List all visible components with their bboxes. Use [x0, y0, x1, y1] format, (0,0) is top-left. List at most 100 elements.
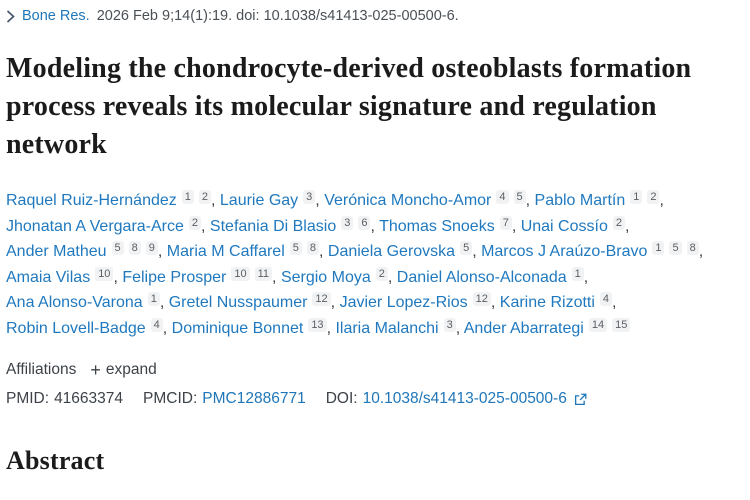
author-link[interactable]: Thomas Snoeks — [379, 217, 495, 235]
affiliation-number-badge[interactable]: 2 — [647, 190, 660, 204]
affiliation-number-badge[interactable]: 14 — [588, 317, 608, 332]
affiliation-number-badge[interactable]: 4 — [599, 292, 613, 306]
author-link[interactable]: Pablo Martín — [534, 192, 626, 209]
author-link[interactable]: Marcos J Araúzo-Bravo — [481, 243, 648, 260]
affiliation-number-badge[interactable]: 3 — [303, 190, 316, 204]
author: Ana Alonso-Varona 1 — [6, 292, 160, 311]
affiliation-number-badge[interactable]: 6 — [358, 215, 371, 230]
author-separator: , — [659, 192, 664, 209]
author: Dominique Bonnet 13 — [171, 317, 327, 337]
author: Stefania Di Blasio 3 6 — [209, 215, 371, 235]
affiliation-number-badge[interactable]: 10 — [231, 266, 250, 281]
author: Unai Cossío 2 — [520, 215, 625, 235]
author-link[interactable]: Dominique Bonnet — [171, 319, 304, 337]
affiliation-number-badge[interactable]: 4 — [150, 317, 163, 332]
author-separator: , — [472, 243, 482, 260]
author: Daniela Gerovska 5 — [327, 241, 473, 260]
expand-affiliations-button[interactable]: + expand — [90, 361, 156, 379]
author-separator: , — [612, 294, 617, 311]
affiliation-number-badge[interactable]: 5 — [289, 241, 302, 255]
affiliation-number-badge[interactable]: 8 — [306, 241, 319, 255]
doi-link[interactable]: 10.1038/s41413-025-00500-6 — [362, 390, 567, 407]
affiliations-row: Affiliations + expand — [6, 361, 740, 379]
author-separator: , — [319, 243, 328, 260]
author-link[interactable]: Daniela Gerovska — [327, 243, 456, 260]
author: Robin Lovell-Badge 4 — [6, 317, 163, 337]
author-separator: , — [698, 243, 704, 260]
affiliation-number-badge[interactable]: 3 — [341, 215, 354, 230]
affiliation-number-badge[interactable]: 3 — [443, 317, 456, 332]
author-link[interactable]: Ilaria Malanchi — [335, 319, 439, 337]
affiliation-number-badge[interactable]: 1 — [571, 266, 584, 281]
affiliation-number-badge[interactable]: 11 — [254, 266, 273, 281]
affiliation-number-badge[interactable]: 5 — [460, 241, 473, 255]
external-link-icon — [574, 393, 587, 406]
chevron-right-icon[interactable] — [6, 10, 15, 23]
author-separator: , — [511, 217, 521, 235]
affiliation-number-badge[interactable]: 1 — [652, 241, 665, 255]
author-link[interactable]: Ana Alonso-Varona — [6, 294, 143, 311]
author-separator: , — [159, 294, 169, 311]
author-link[interactable]: Ander Abarrategi — [463, 319, 584, 337]
affiliation-number-badge[interactable]: 8 — [686, 241, 699, 255]
affiliation-number-badge[interactable]: 2 — [188, 215, 202, 230]
doi-group: DOI: 10.1038/s41413-025-00500-6 — [326, 390, 587, 408]
author-separator: , — [370, 217, 380, 235]
affiliation-number-badge[interactable]: 10 — [95, 266, 114, 281]
pmcid-group: PMCID: PMC12886771 — [143, 390, 306, 408]
author: Ilaria Malanchi 3 — [335, 317, 456, 337]
affiliation-number-badge[interactable]: 12 — [472, 292, 491, 306]
affiliation-number-badge[interactable]: 4 — [496, 190, 509, 204]
author-separator: , — [490, 294, 500, 311]
affiliation-number-badge[interactable]: 5 — [669, 241, 682, 255]
author-link[interactable]: Unai Cossío — [520, 217, 608, 235]
author-link[interactable]: Jhonatan A Vergara-Arce — [6, 217, 184, 235]
author-link[interactable]: Raquel Ruiz-Hernández — [6, 192, 177, 209]
affiliation-number-badge[interactable]: 2 — [612, 215, 625, 230]
affiliation-number-badge[interactable]: 2 — [198, 190, 212, 204]
pmid-group: PMID: 41663374 — [6, 390, 123, 408]
author: Raquel Ruiz-Hernández 1 2 — [6, 190, 212, 209]
affiliation-number-badge[interactable]: 13 — [308, 317, 327, 332]
author-link[interactable]: Robin Lovell-Badge — [6, 319, 146, 337]
author-separator: , — [315, 192, 325, 209]
citation-details: 2026 Feb 9;14(1):19. doi: 10.1038/s41413… — [96, 8, 459, 24]
author-link[interactable]: Verónica Moncho-Amor — [324, 192, 492, 209]
author-separator: , — [162, 319, 172, 337]
author-link[interactable]: Gretel Nusspaumer — [168, 294, 308, 311]
pmid-value: 41663374 — [54, 390, 124, 407]
affiliation-number-badge[interactable]: 2 — [375, 266, 388, 281]
author: Ander Matheu 5 8 9 — [6, 241, 158, 260]
author-link[interactable]: Maria M Caffarel — [166, 243, 285, 260]
affiliation-number-badge[interactable]: 15 — [612, 317, 631, 332]
affiliation-number-badge[interactable]: 7 — [499, 215, 512, 230]
author-link[interactable]: Ander Matheu — [6, 243, 107, 260]
author-link[interactable]: Javier Lopez-Rios — [339, 294, 468, 311]
affiliation-number-badge[interactable]: 1 — [630, 190, 643, 204]
journal-link[interactable]: Bone Res. — [22, 8, 90, 24]
author-link[interactable]: Amaia Vilas — [6, 268, 91, 286]
affiliation-number-badge[interactable]: 5 — [111, 241, 124, 255]
author-link[interactable]: Daniel Alonso-Alconada — [396, 268, 567, 286]
affiliation-number-badge[interactable]: 8 — [128, 241, 141, 255]
affiliation-number-badge[interactable]: 9 — [145, 241, 158, 255]
article-title: Modeling the chondrocyte-derived osteobl… — [6, 53, 692, 160]
identifiers-row: PMID: 41663374 PMCID: PMC12886771 DOI: 1… — [6, 390, 740, 408]
author-link[interactable]: Sergio Moya — [280, 268, 371, 286]
authors-list: Raquel Ruiz-Hernández 1 2, Laurie Gay 3, Ve… — [6, 188, 714, 341]
abstract-heading: Abstract — [6, 446, 105, 475]
author-link[interactable]: Stefania Di Blasio — [209, 217, 337, 235]
author-link[interactable]: Felipe Prosper — [122, 268, 227, 286]
author: Daniel Alonso-Alconada 1 — [396, 266, 584, 286]
author-separator: , — [455, 319, 464, 337]
author: Gretel Nusspaumer 12 — [168, 292, 331, 311]
affiliation-number-badge[interactable]: 1 — [147, 292, 160, 306]
author-link[interactable]: Karine Rizotti — [499, 294, 595, 311]
affiliation-number-badge[interactable]: 12 — [312, 292, 331, 306]
affiliation-number-badge[interactable]: 5 — [513, 190, 526, 204]
author: Verónica Moncho-Amor 4 5 — [324, 190, 526, 209]
author-link[interactable]: Laurie Gay — [219, 192, 299, 209]
affiliation-number-badge[interactable]: 1 — [181, 190, 194, 204]
pmcid-link[interactable]: PMC12886771 — [202, 390, 306, 407]
